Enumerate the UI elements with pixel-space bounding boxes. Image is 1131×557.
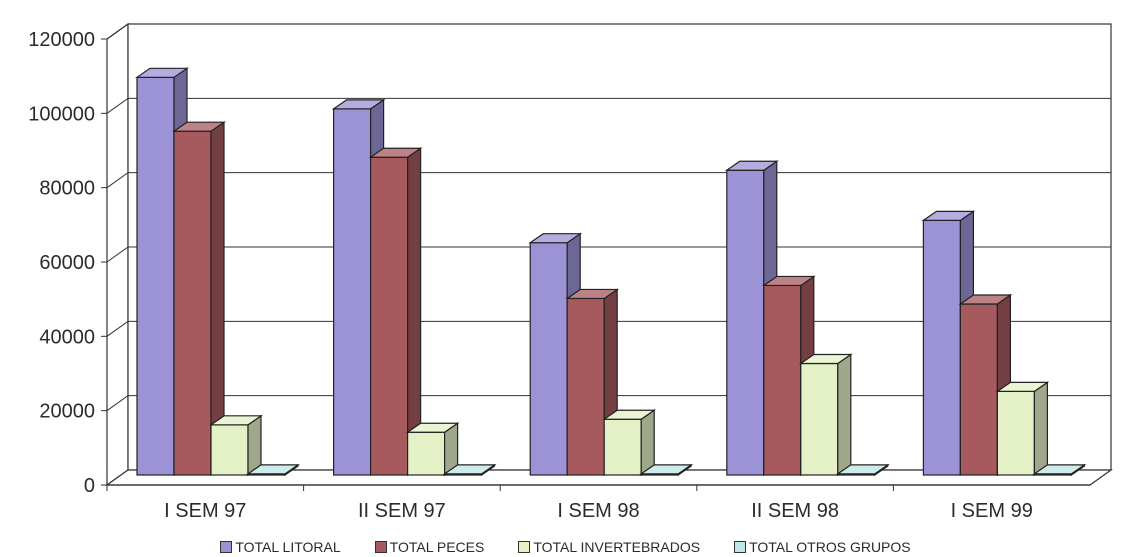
x-tick-label: II SEM 98 xyxy=(751,500,839,522)
bar-front xyxy=(370,156,409,476)
legend-label-otros: TOTAL OTROS GRUPOS xyxy=(749,539,911,555)
bar-top xyxy=(639,464,694,475)
bar-3-2 xyxy=(798,353,853,477)
bar-front xyxy=(173,130,212,476)
y-tick-label: 120000 xyxy=(28,29,95,51)
bar-front xyxy=(136,76,175,476)
legend-item-peces: TOTAL PECES xyxy=(374,539,485,555)
bar-front xyxy=(210,424,249,476)
y-tick-label: 60000 xyxy=(39,252,95,274)
gridlines xyxy=(106,23,1111,412)
bar-4-3 xyxy=(1032,463,1087,477)
bar-front xyxy=(726,169,765,476)
y-tick-label: 80000 xyxy=(39,178,95,200)
legend-label-litoral: TOTAL LITORAL xyxy=(235,539,341,555)
bar-side xyxy=(837,353,852,477)
bar-top xyxy=(331,99,386,110)
bar-top xyxy=(761,275,816,287)
bar-front xyxy=(407,431,446,476)
y-tick-label: 0 xyxy=(84,475,95,497)
y-tick-label: 40000 xyxy=(39,326,95,348)
legend-label-peces: TOTAL PECES xyxy=(389,539,485,555)
bar-top xyxy=(1032,464,1087,475)
bar-1-3 xyxy=(442,463,497,477)
bar-top xyxy=(724,160,779,171)
bar-top xyxy=(442,464,497,475)
bar-top xyxy=(172,121,226,132)
bar-top xyxy=(135,67,189,78)
y-axis: 0 20000 40000 60000 80000 100000 120000 xyxy=(28,29,107,497)
chart-svg: 0 20000 40000 60000 80000 100000 120000 I SEM … xyxy=(28,22,1113,522)
legend-item-litoral: TOTAL LITORAL xyxy=(220,539,341,555)
legend-swatch-litoral xyxy=(220,541,233,553)
bar-3-1 xyxy=(761,275,816,477)
legend-swatch-otros xyxy=(734,541,747,553)
y-tick-label: 20000 xyxy=(39,401,95,423)
bar-top xyxy=(835,464,890,475)
bar-side xyxy=(640,409,655,477)
legend-swatch-invertebrados xyxy=(518,541,531,553)
bar-front xyxy=(922,219,962,476)
bar-4-1 xyxy=(958,293,1013,477)
bar-top xyxy=(921,210,976,222)
legend-item-invertebrados: TOTAL INVERTEBRADOS xyxy=(518,539,700,555)
bars xyxy=(135,67,1087,477)
legend: TOTAL LITORAL TOTAL PECES TOTAL INVERTEB… xyxy=(0,537,1131,557)
bar-front xyxy=(566,297,605,476)
bar-top xyxy=(798,353,853,365)
bar-top xyxy=(602,409,657,420)
bar-1-2 xyxy=(405,422,460,477)
bar-4-2 xyxy=(995,381,1050,477)
gridline xyxy=(106,246,1111,263)
bar-top xyxy=(209,415,263,426)
legend-item-otros: TOTAL OTROS GRUPOS xyxy=(734,539,911,555)
legend-swatch-peces xyxy=(374,541,387,553)
x-tick-label: I SEM 97 xyxy=(164,500,246,522)
gridline xyxy=(106,23,1111,40)
bar-top xyxy=(528,233,583,244)
bar-front xyxy=(800,362,839,476)
gridline xyxy=(106,97,1111,114)
x-tick-label: I SEM 98 xyxy=(557,500,639,522)
bar-top xyxy=(405,422,460,433)
bar-front xyxy=(603,418,642,476)
bar-2-3 xyxy=(639,463,694,477)
bar-1-1 xyxy=(368,147,423,477)
gridline xyxy=(106,172,1111,189)
bar-front xyxy=(959,303,999,476)
x-tick-label: II SEM 97 xyxy=(358,500,446,522)
bar-top xyxy=(368,147,423,158)
legend-label-invertebrados: TOTAL INVERTEBRADOS xyxy=(533,539,701,555)
bar-0-3 xyxy=(246,463,300,477)
x-axis: I SEM 97 II SEM 97 I SEM 98 II SEM 98 I SEM … xyxy=(106,484,1090,522)
bar-front xyxy=(763,284,802,476)
bar-side xyxy=(1033,381,1049,477)
bar-2-2 xyxy=(602,409,657,477)
bar-front xyxy=(529,242,568,476)
bar-top xyxy=(995,381,1050,392)
bar-top xyxy=(958,294,1013,305)
y-tick-label: 100000 xyxy=(28,103,95,125)
bar-front xyxy=(333,108,372,476)
bar-0-2 xyxy=(209,414,263,477)
x-tick-label: I SEM 99 xyxy=(951,500,1033,522)
bar-3-3 xyxy=(835,463,890,477)
bar-front xyxy=(996,390,1036,476)
bar-top xyxy=(246,464,300,475)
bar-top xyxy=(565,288,620,300)
